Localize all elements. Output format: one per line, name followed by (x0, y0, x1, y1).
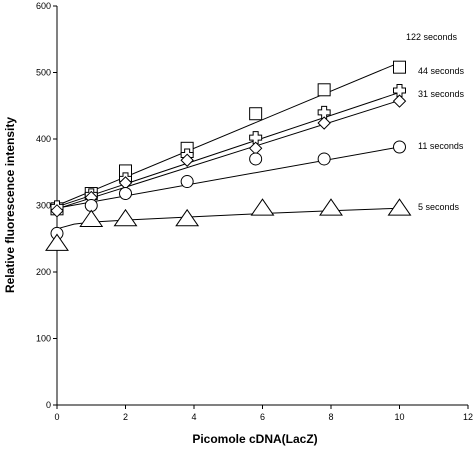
triangle-marker (175, 208, 200, 227)
diamond-marker (50, 204, 64, 218)
y-axis-title: Relative fluorescence intensity (3, 117, 17, 293)
x-axis-title: Picomole cDNA(LacZ) (192, 432, 317, 446)
circle-marker (119, 187, 132, 201)
triangle-marker (250, 198, 275, 216)
fit-lines (56, 62, 400, 230)
triangle-marker (45, 233, 69, 251)
triangle-marker (113, 208, 138, 227)
axes: 0 100 200 300 400 500 600 0 2 4 6 8 10 12 (36, 1, 473, 422)
series-label: 5 seconds (418, 202, 460, 212)
fit-curve (56, 207, 400, 230)
triangle-marker (387, 198, 412, 216)
x-tick-label: 10 (394, 412, 404, 422)
triangle-marker (319, 198, 343, 216)
square-marker (317, 83, 331, 97)
x-tick-label: 2 (123, 412, 128, 422)
series-label: 31 seconds (418, 89, 465, 99)
circle-marker (317, 152, 331, 166)
series-label: 11 seconds (418, 141, 464, 151)
cross-marker (249, 131, 263, 145)
circle-marker (249, 152, 263, 166)
x-tick-label: 4 (191, 412, 196, 422)
y-tick-label: 300 (36, 201, 51, 211)
data-markers (45, 60, 412, 251)
y-tick-label: 400 (36, 134, 51, 144)
y-tick-label: 200 (36, 267, 51, 277)
fit-line (56, 99, 400, 210)
cross-marker (393, 83, 406, 97)
y-tick-label: 600 (36, 1, 51, 11)
y-tick-label: 100 (36, 334, 51, 344)
series-label: 122 seconds (406, 32, 458, 42)
triangle-marker (79, 209, 104, 227)
series-label: 44 seconds (418, 66, 465, 76)
x-tick-label: 8 (328, 412, 333, 422)
fit-line (56, 91, 400, 208)
diamond-marker (180, 153, 194, 167)
cross-marker (317, 105, 331, 119)
diamond-marker (317, 116, 331, 130)
fit-line (56, 62, 400, 206)
diamond-marker (392, 94, 407, 108)
series-labels: 122 seconds 44 seconds 31 seconds 11 second… (406, 32, 465, 212)
circle-marker (180, 175, 194, 189)
x-tick-label: 6 (260, 412, 265, 422)
x-tick-label: 0 (54, 412, 59, 422)
y-tick-label: 500 (36, 68, 51, 78)
square-marker (249, 107, 263, 121)
square-marker (393, 60, 406, 74)
fit-line (56, 146, 400, 209)
circle-marker (393, 140, 406, 154)
x-tick-label: 12 (463, 412, 473, 422)
y-tick-label: 0 (46, 400, 51, 410)
